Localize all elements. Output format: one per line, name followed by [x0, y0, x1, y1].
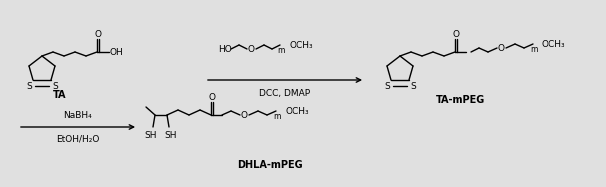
Text: NaBH₄: NaBH₄ — [64, 111, 92, 119]
Text: O: O — [241, 111, 247, 119]
Text: S: S — [410, 82, 416, 91]
Text: m: m — [278, 45, 285, 54]
Text: O: O — [95, 30, 101, 39]
Text: SH: SH — [165, 131, 177, 140]
Text: S: S — [52, 82, 58, 91]
Text: TA-mPEG: TA-mPEG — [435, 95, 485, 105]
Text: OCH₃: OCH₃ — [542, 39, 565, 48]
Text: DHLA-mPEG: DHLA-mPEG — [237, 160, 303, 170]
Text: TA: TA — [53, 90, 67, 100]
Text: O: O — [208, 93, 216, 102]
Text: EtOH/H₂O: EtOH/H₂O — [56, 134, 100, 143]
Text: OCH₃: OCH₃ — [285, 107, 308, 116]
Text: S: S — [26, 82, 32, 91]
Text: HO: HO — [218, 45, 231, 53]
Text: DCC, DMAP: DCC, DMAP — [259, 88, 310, 97]
Text: O: O — [247, 45, 255, 53]
Text: O: O — [498, 44, 505, 53]
Text: m: m — [273, 111, 281, 120]
Text: OH: OH — [109, 47, 123, 56]
Text: O: O — [453, 30, 459, 39]
Text: m: m — [530, 45, 538, 53]
Text: S: S — [384, 82, 390, 91]
Text: SH: SH — [145, 131, 157, 140]
Text: OCH₃: OCH₃ — [289, 41, 313, 50]
